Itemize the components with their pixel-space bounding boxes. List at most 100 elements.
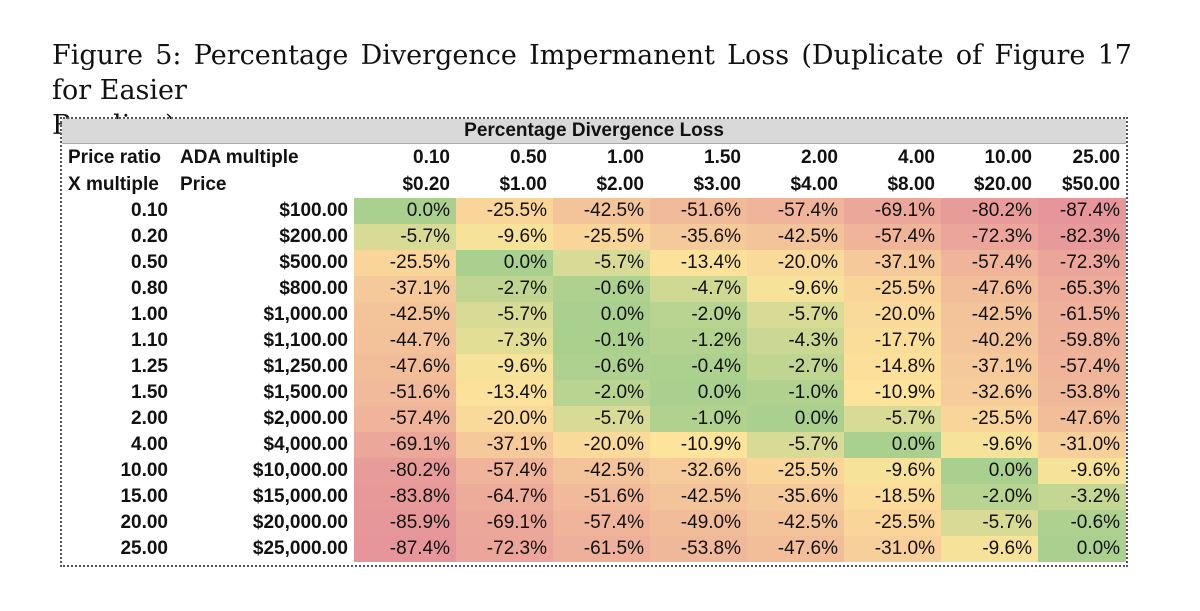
row-price: $500.00 <box>279 252 348 273</box>
loss-cell: -7.3% <box>456 328 553 354</box>
loss-cell: -57.4% <box>354 406 456 432</box>
loss-cell: -57.4% <box>844 224 941 250</box>
loss-cell: -0.6% <box>553 276 650 302</box>
loss-cell: -20.0% <box>553 432 650 458</box>
loss-cell: -5.7% <box>553 406 650 432</box>
loss-cell: -20.0% <box>747 250 844 276</box>
loss-cell: -9.6% <box>941 432 1038 458</box>
loss-cell: -72.3% <box>1038 250 1127 276</box>
loss-cell: -2.0% <box>941 484 1038 510</box>
loss-cell: -0.4% <box>650 354 747 380</box>
row-price: $20,000.00 <box>252 512 348 533</box>
loss-cell: -85.9% <box>354 510 456 536</box>
loss-cell: -37.1% <box>844 250 941 276</box>
loss-cell: -0.6% <box>553 354 650 380</box>
loss-cell: -25.5% <box>941 406 1038 432</box>
row-x-multiple: 0.50 <box>131 252 168 273</box>
loss-cell: -5.7% <box>747 302 844 328</box>
loss-cell: -42.5% <box>553 458 650 484</box>
loss-cell: -25.5% <box>354 250 456 276</box>
row-price: $1,000.00 <box>263 304 348 325</box>
loss-cell: -72.3% <box>941 224 1038 250</box>
loss-cell: 0.0% <box>456 250 553 276</box>
row-x-multiple: 0.20 <box>131 226 168 247</box>
row-header-ada-multiple: ADA multiple <box>180 146 299 168</box>
loss-cell: -9.6% <box>941 536 1038 562</box>
loss-cell: -1.2% <box>650 328 747 354</box>
figure-caption: Figure 5: Percentage Divergence Imperman… <box>52 38 1132 143</box>
loss-cell: -51.6% <box>650 198 747 224</box>
loss-cell: -61.5% <box>1038 302 1127 328</box>
loss-cell: 0.0% <box>354 198 456 224</box>
row-x-multiple: 1.00 <box>131 304 168 325</box>
loss-cell: -65.3% <box>1038 276 1127 302</box>
column-header-multiple: 1.50 <box>704 146 741 168</box>
loss-cell: -87.4% <box>1038 198 1127 224</box>
loss-cell: -10.9% <box>650 432 747 458</box>
column-header-multiple: 2.00 <box>801 146 838 168</box>
loss-cell: -5.7% <box>941 510 1038 536</box>
loss-cell: -9.6% <box>456 354 553 380</box>
column-header-multiple: 10.00 <box>984 146 1032 168</box>
loss-cell: 0.0% <box>844 432 941 458</box>
loss-cell: -31.0% <box>844 536 941 562</box>
loss-cell: -80.2% <box>941 198 1038 224</box>
loss-cell: -5.7% <box>553 250 650 276</box>
loss-cell: -5.7% <box>354 224 456 250</box>
loss-cell: -69.1% <box>844 198 941 224</box>
loss-cell: -25.5% <box>844 276 941 302</box>
loss-cell: -69.1% <box>354 432 456 458</box>
loss-cell: -4.7% <box>650 276 747 302</box>
loss-cell: -4.3% <box>747 328 844 354</box>
loss-cell: -40.2% <box>941 328 1038 354</box>
table-row: 0.10 $100.00 0.0% -25.5% -42.5% -51.6% -57.4% -… <box>62 198 1127 224</box>
column-header-price: $4.00 <box>790 173 838 195</box>
loss-cell: -2.7% <box>456 276 553 302</box>
loss-cell: -17.7% <box>844 328 941 354</box>
column-header-price: $20.00 <box>973 173 1032 195</box>
loss-cell: -5.7% <box>747 432 844 458</box>
row-price: $200.00 <box>279 226 348 247</box>
loss-cell: -44.7% <box>354 328 456 354</box>
table-row: 4.00 $4,000.00 -69.1% -37.1% -20.0% -10.9% -5.… <box>62 432 1127 458</box>
column-header-price: $8.00 <box>887 173 935 195</box>
loss-cell: 0.0% <box>650 380 747 406</box>
row-price: $25,000.00 <box>252 538 348 559</box>
row-price: $10,000.00 <box>252 460 348 481</box>
loss-cell: -9.6% <box>1038 458 1127 484</box>
loss-cell: 0.0% <box>747 406 844 432</box>
row-x-multiple: 20.00 <box>120 512 168 533</box>
row-price: $1,250.00 <box>263 356 348 377</box>
loss-cell: -61.5% <box>553 536 650 562</box>
row-x-multiple: 0.80 <box>131 278 168 299</box>
loss-cell: -9.6% <box>844 458 941 484</box>
loss-cell: -0.6% <box>1038 510 1127 536</box>
column-header-price: $1.00 <box>499 173 547 195</box>
loss-cell: -37.1% <box>354 276 456 302</box>
loss-cell: -3.2% <box>1038 484 1127 510</box>
loss-cell: -82.3% <box>1038 224 1127 250</box>
loss-cell: -18.5% <box>844 484 941 510</box>
row-x-multiple: 1.50 <box>131 382 168 403</box>
row-x-multiple: 4.00 <box>131 434 168 455</box>
table-row: 1.10 $1,100.00 -44.7% -7.3% -0.1% -1.2% -4.3% -… <box>62 328 1127 354</box>
column-header-multiple: 4.00 <box>898 146 935 168</box>
loss-cell: -20.0% <box>844 302 941 328</box>
loss-cell: -64.7% <box>456 484 553 510</box>
loss-cell: -13.4% <box>650 250 747 276</box>
table-row: 0.50 $500.00 -25.5% 0.0% -5.7% -13.4% -20.0% -3… <box>62 250 1127 276</box>
loss-cell: -14.8% <box>844 354 941 380</box>
table-row: 10.00 $10,000.00 -80.2% -57.4% -42.5% -32.6% -… <box>62 458 1127 484</box>
loss-cell: -5.7% <box>844 406 941 432</box>
table-row: 25.00 $25,000.00 -87.4% -72.3% -61.5% -53.8% -… <box>62 536 1127 562</box>
row-header-x-multiple: X multiple <box>68 173 159 195</box>
loss-cell: -47.6% <box>354 354 456 380</box>
loss-cell: -0.1% <box>553 328 650 354</box>
loss-cell: -53.8% <box>650 536 747 562</box>
column-header-price: $50.00 <box>1061 173 1121 195</box>
loss-cell: -1.0% <box>747 380 844 406</box>
column-header-price: $2.00 <box>596 173 644 195</box>
row-header-price-ratio: Price ratio <box>68 146 161 168</box>
loss-cell: -69.1% <box>456 510 553 536</box>
loss-cell: -57.4% <box>941 250 1038 276</box>
